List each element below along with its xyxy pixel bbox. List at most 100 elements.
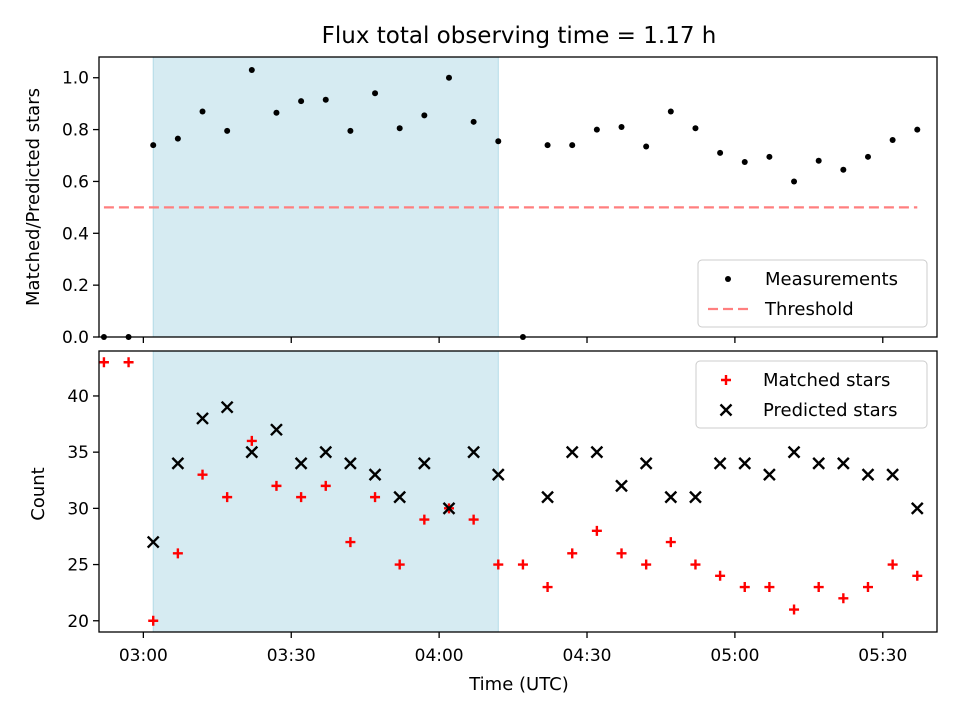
top-measurement-point [643, 143, 650, 150]
bottom-matched-point [148, 615, 159, 626]
bottom-predicted-point [171, 457, 185, 470]
bottom-legend-plus-icon [721, 375, 731, 385]
bottom-highlight-band [152, 350, 499, 633]
bottom-matched-point [887, 559, 898, 570]
bottom-predicted-point [442, 502, 456, 515]
top-measurement-point [889, 136, 896, 143]
bottom-matched-point [517, 559, 528, 570]
top-measurement-point [298, 98, 305, 105]
top-ytick-label: 1.0 [62, 69, 89, 89]
top-legend-box [697, 259, 928, 328]
bottom-predicted-point [615, 479, 628, 493]
top-measurement-point [445, 74, 452, 81]
top-measurement-point [914, 126, 921, 133]
bottom-ytick-label: 20 [67, 612, 89, 632]
bottom-matched-point [764, 582, 775, 593]
top-ytick-label: 0.2 [62, 276, 89, 296]
bottom-predicted-point [861, 468, 875, 481]
bottom-ytick-label: 40 [67, 387, 89, 407]
top-measurement-point [864, 153, 871, 160]
bottom-predicted-point [787, 445, 801, 459]
bottom-predicted-point [812, 457, 826, 470]
top-ytick-label: 0.8 [62, 121, 89, 141]
bottom-matched-point [394, 559, 405, 570]
bottom-predicted-point [491, 468, 505, 481]
bottom-matched-point [739, 582, 750, 593]
top-legend-label: Threshold [764, 299, 854, 320]
top-axes-frame [98, 56, 938, 338]
bottom-matched-point [271, 480, 282, 491]
top-measurement-point [840, 166, 847, 173]
bottom-predicted-point [245, 445, 259, 459]
top-ytick-label: 0.6 [62, 172, 89, 192]
bottom-predicted-point [146, 535, 160, 549]
bottom-xtick-label: 04:30 [563, 646, 612, 666]
bottom-matched-point [715, 570, 726, 581]
top-measurement-point [544, 142, 551, 149]
bottom-predicted-point [541, 490, 554, 504]
bottom-matched-point [665, 537, 676, 548]
bottom-predicted-point [910, 502, 924, 515]
bottom-series-1 [146, 400, 924, 549]
top-measurement-point [248, 66, 255, 73]
bottom-matched-point [912, 570, 923, 581]
bottom-predicted-point [886, 468, 899, 481]
bottom-legend-label: Predicted stars [763, 400, 897, 421]
bottom-legend-box [695, 360, 928, 429]
top-measurement-point [618, 124, 625, 130]
bottom-matched-point [468, 514, 479, 525]
top-series-0 [100, 66, 921, 340]
top-measurement-point [273, 109, 280, 116]
bottom-predicted-point [836, 457, 850, 470]
top-measurement-point [396, 125, 403, 132]
top-measurement-point [717, 149, 724, 156]
bottom-xtick-label: 05:00 [710, 646, 759, 666]
top-measurement-point [372, 90, 379, 97]
bottom-matched-point [862, 582, 873, 593]
top-measurement-point [766, 153, 773, 160]
bottom-legend-label: Matched stars [763, 370, 890, 391]
bottom-matched-point [370, 492, 381, 503]
top-highlight-band [152, 56, 499, 338]
bottom-predicted-point [368, 468, 382, 481]
bottom-matched-point [542, 582, 553, 593]
bottom-predicted-point [196, 412, 209, 425]
top-legend-dot-icon [725, 276, 731, 282]
bottom-predicted-point [294, 457, 308, 470]
bottom-matched-point [197, 469, 208, 480]
top-legend-label: Measurements [765, 269, 898, 290]
bottom-predicted-point [417, 457, 431, 470]
bottom-predicted-point [590, 445, 604, 459]
bottom-xtick-label: 03:00 [119, 646, 168, 666]
bottom-matched-point [246, 435, 257, 446]
bottom-matched-point [172, 548, 183, 559]
top-measurement-point [347, 127, 354, 134]
bottom-matched-point [419, 514, 430, 525]
bottom-predicted-point [270, 423, 283, 437]
top-measurement-point [667, 108, 674, 115]
bottom-matched-point [345, 537, 356, 548]
bottom-matched-point [690, 559, 701, 570]
top-measurement-point [174, 135, 181, 142]
bottom-series-0 [98, 357, 923, 626]
top-ytick-label: 0.4 [62, 224, 89, 244]
top-measurement-point [224, 127, 231, 134]
bottom-predicted-point [393, 490, 407, 504]
bottom-predicted-point [689, 490, 702, 504]
bottom-matched-point [813, 582, 824, 593]
bottom-matched-point [98, 357, 109, 368]
top-measurement-point [569, 142, 576, 149]
bottom-ylabel: Count [28, 467, 49, 520]
top-ytick-label: 0.0 [62, 328, 89, 348]
bottom-predicted-point [319, 445, 333, 459]
bottom-predicted-point [639, 457, 653, 470]
bottom-legend: Matched stars Predicted stars [695, 360, 928, 429]
bottom-legend-cross-icon [719, 403, 733, 417]
top-measurement-point [470, 118, 477, 125]
bottom-matched-point [641, 559, 652, 570]
bottom-xtick-label: 05:30 [858, 646, 907, 666]
bottom-predicted-point [738, 457, 752, 470]
top-measurement-point [741, 159, 748, 165]
